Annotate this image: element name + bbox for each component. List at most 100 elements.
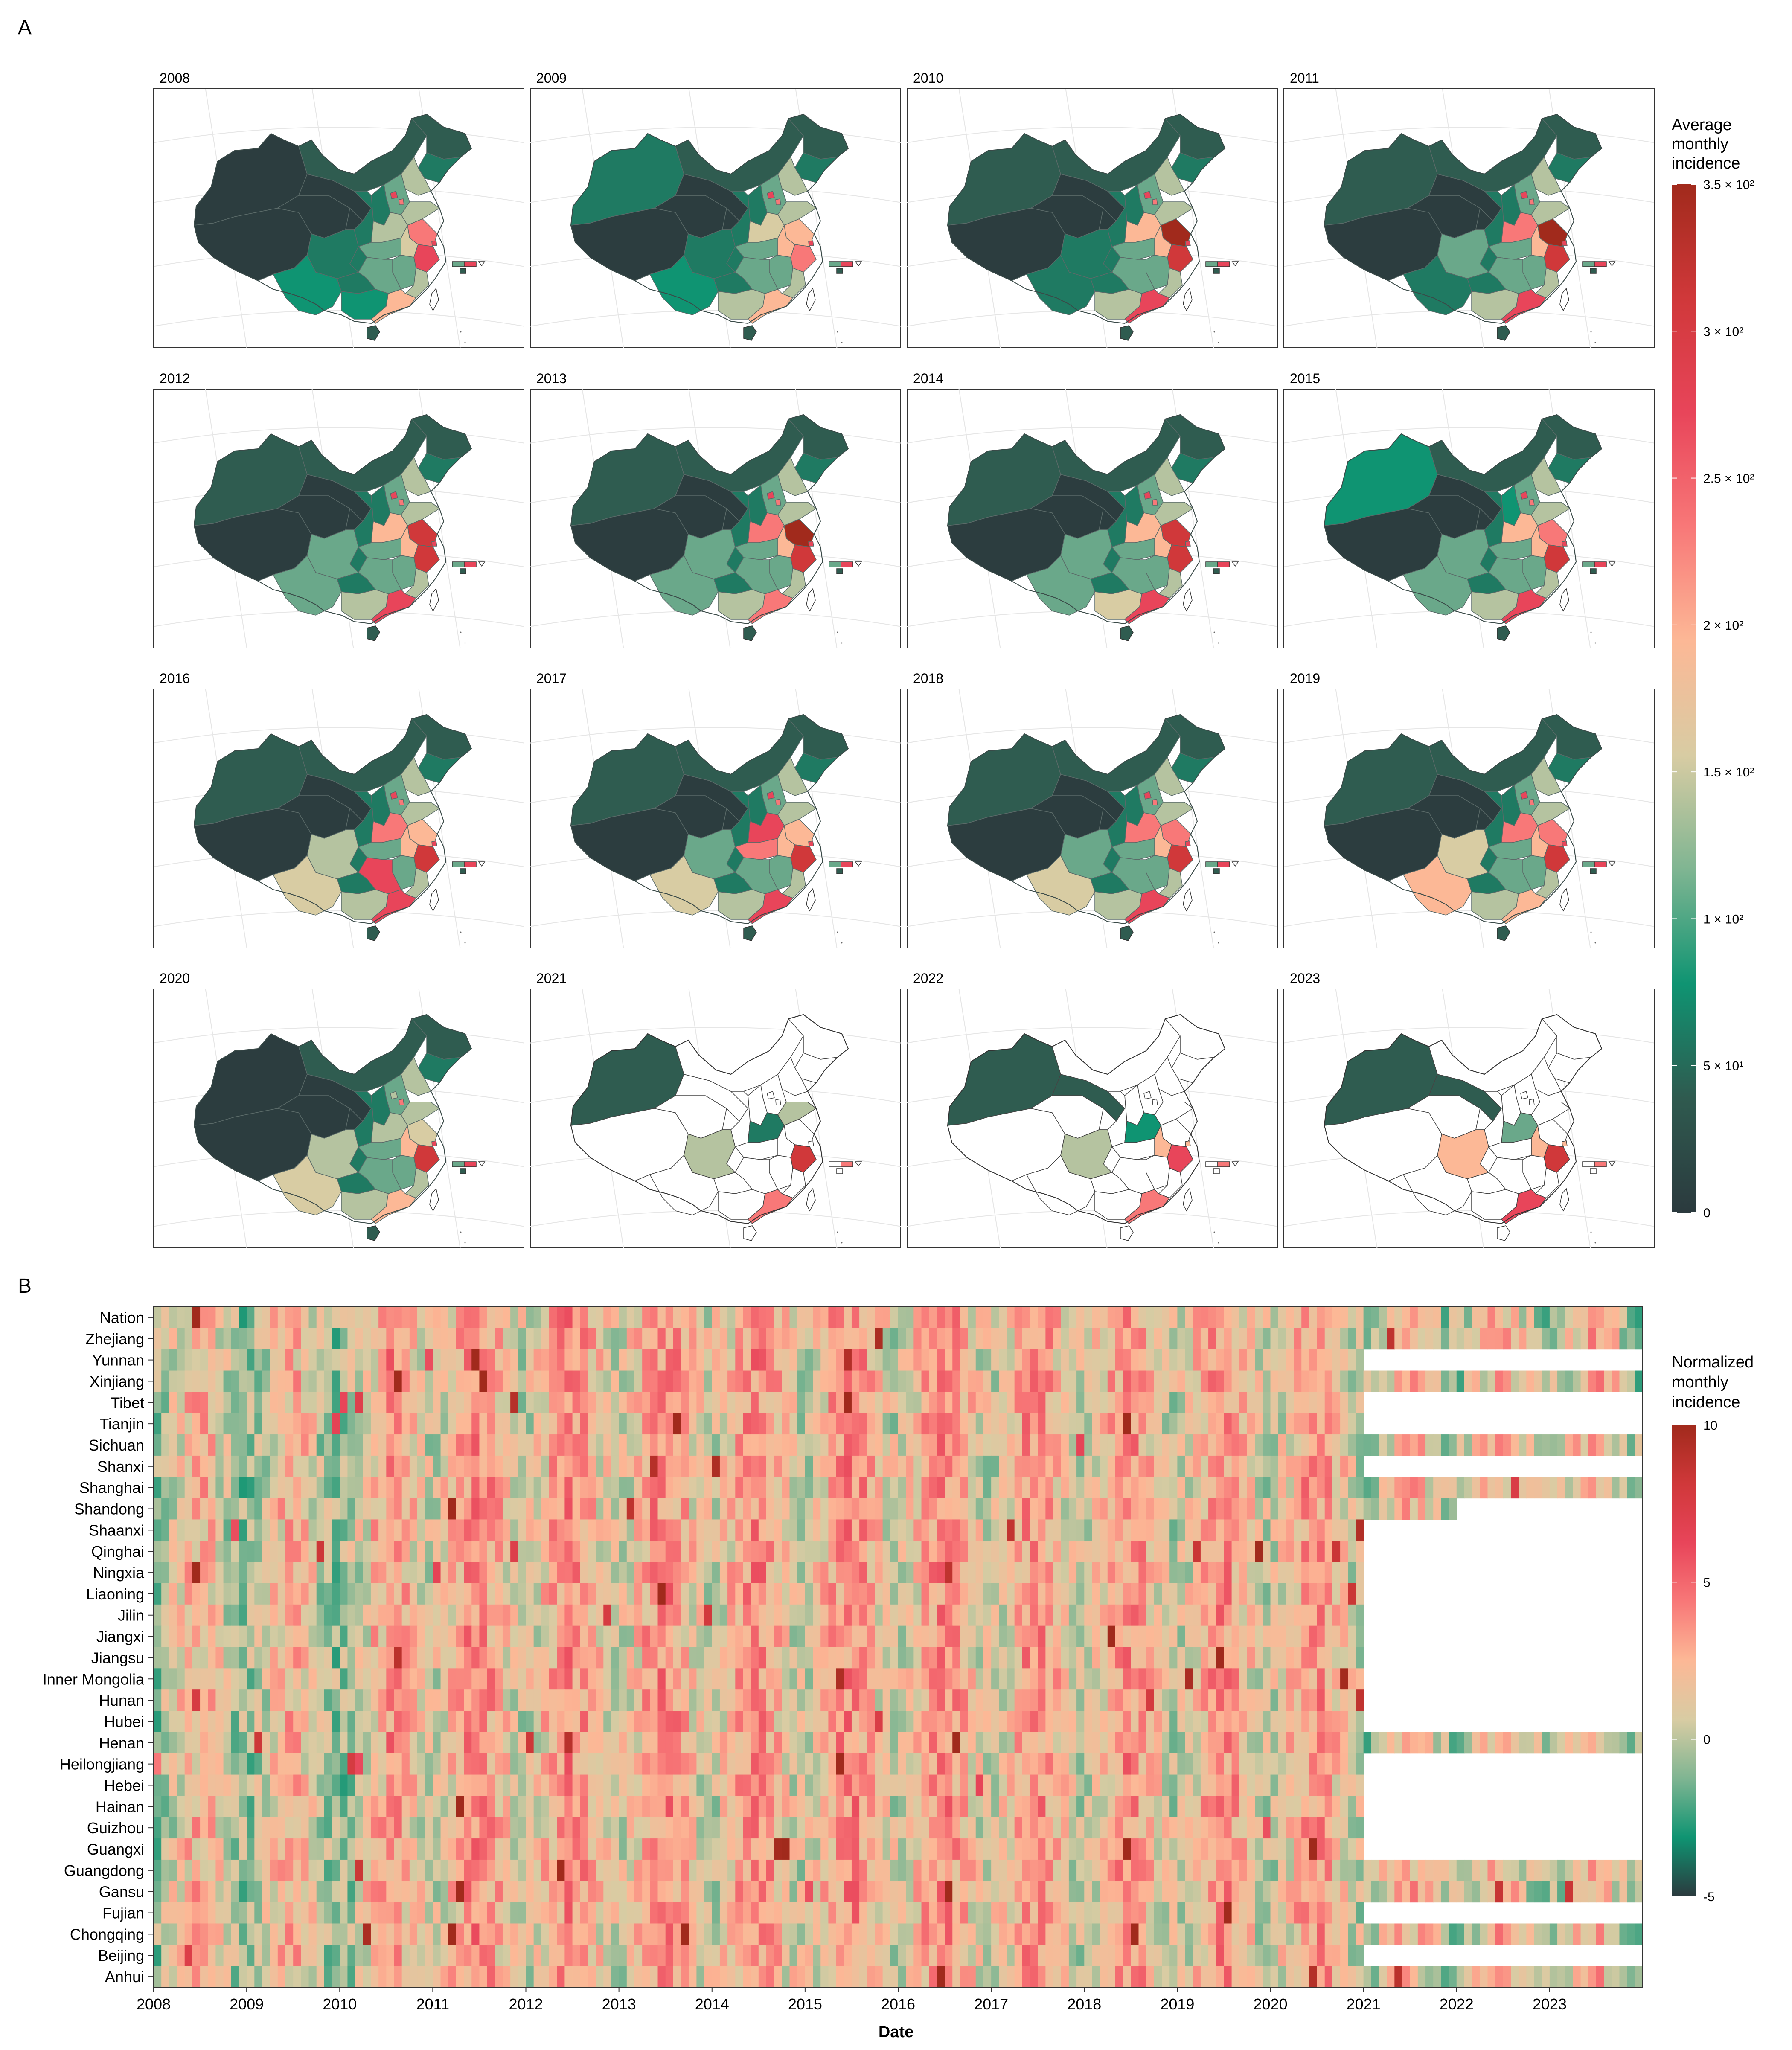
province-tianjin — [399, 499, 404, 505]
heatmap-cell — [790, 1668, 798, 1689]
heatmap-cell — [774, 1626, 782, 1647]
heatmap-cell — [1526, 1307, 1534, 1328]
heatmap-cell — [1092, 1605, 1100, 1626]
heatmap-cell — [1224, 1349, 1232, 1371]
heatmap-cell — [1309, 1605, 1317, 1626]
heatmap-cell — [844, 1817, 852, 1838]
heatmap-cell — [433, 1647, 441, 1669]
heatmap-cell — [867, 1626, 875, 1647]
heatmap-cell — [347, 1838, 355, 1860]
heatmap-cell — [1201, 1562, 1209, 1583]
heatmap-cell — [906, 1413, 914, 1434]
heatmap-cell — [510, 1583, 518, 1605]
heatmap-cell — [673, 1775, 681, 1796]
heatmap-cell — [487, 1647, 495, 1669]
heatmap-cell — [1495, 1434, 1504, 1456]
heatmap-cell — [642, 1668, 650, 1689]
heatmap-cell — [417, 1519, 425, 1541]
heatmap-cell — [666, 1371, 674, 1392]
heatmap-cell — [541, 1307, 550, 1328]
heatmap-cell — [720, 1711, 728, 1732]
heatmap-cell — [1402, 1371, 1411, 1392]
heatmap-cell — [820, 1519, 829, 1541]
heatmap-cell — [712, 1498, 720, 1520]
heatmap-cell — [479, 1477, 487, 1498]
heatmap-cell — [278, 1838, 286, 1860]
heatmap-cell — [231, 1775, 239, 1796]
island-dot — [829, 949, 830, 950]
heatmap-cell — [859, 1583, 867, 1605]
heatmap-cell — [991, 1392, 999, 1413]
heatmap-cell — [859, 1562, 867, 1583]
heatmap-cell — [332, 1838, 340, 1860]
heatmap-cell — [363, 1668, 371, 1689]
heatmap-cell — [487, 1775, 495, 1796]
heatmap-cell — [378, 1605, 387, 1626]
heatmap-cell — [1263, 1753, 1271, 1775]
heatmap-cell — [751, 1519, 759, 1541]
heatmap-cell — [751, 1689, 759, 1711]
heatmap-cell — [495, 1796, 503, 1817]
heatmap-cell — [224, 1498, 232, 1520]
heatmap-cell — [1115, 1498, 1123, 1520]
heatmap-cell — [735, 1328, 743, 1349]
heatmap-cell — [1092, 1371, 1100, 1392]
heatmap-cell — [983, 1775, 992, 1796]
heatmap-cell — [875, 1392, 883, 1413]
heatmap-cell — [1294, 1477, 1302, 1498]
heatmap-cell — [689, 1562, 697, 1583]
heatmap-cell — [999, 1775, 1007, 1796]
heatmap-cell — [960, 1307, 968, 1328]
heatmap-cell — [402, 1583, 410, 1605]
heatmap-cell — [859, 1838, 867, 1860]
heatmap-cell — [154, 1668, 162, 1689]
heatmap-cell — [1348, 1796, 1356, 1817]
heatmap-cell — [309, 1413, 317, 1434]
heatmap-cell — [883, 1647, 891, 1669]
heatmap-cell — [673, 1519, 681, 1541]
heatmap-cell — [813, 1689, 821, 1711]
heatmap-cell — [1084, 1456, 1092, 1477]
heatmap-cell — [573, 1498, 581, 1520]
heatmap-cell — [1022, 1626, 1030, 1647]
heatmap-cell — [1332, 1349, 1341, 1371]
heatmap-cell — [417, 1796, 425, 1817]
heatmap-cell — [766, 1349, 774, 1371]
heatmap-cell — [1053, 1392, 1062, 1413]
heatmap-cell — [503, 1817, 511, 1838]
heatmap-cell — [503, 1626, 511, 1647]
heatmap-cell — [355, 1519, 364, 1541]
heatmap-cell — [1332, 1562, 1341, 1583]
heatmap-cell — [215, 1477, 224, 1498]
heatmap-cell — [696, 1626, 704, 1647]
heatmap-cell — [650, 1732, 658, 1753]
heatmap-cell — [666, 1562, 674, 1583]
heatmap-cell — [689, 1477, 697, 1498]
heatmap-cell — [161, 1775, 169, 1796]
heatmap-cell — [759, 1349, 767, 1371]
heatmap-cell — [534, 1647, 542, 1669]
heatmap-cell — [1573, 1477, 1581, 1498]
heatmap-cell — [254, 1328, 262, 1349]
heatmap-cell — [518, 1605, 526, 1626]
heatmap-cell — [386, 1328, 394, 1349]
heatmap-cell — [603, 1647, 611, 1669]
heatmap-cell — [324, 1732, 332, 1753]
heatmap-cell — [1263, 1775, 1271, 1796]
heatmap-cell — [805, 1456, 813, 1477]
heatmap-cell — [215, 1307, 224, 1328]
heatmap-cell — [952, 1626, 960, 1647]
heatmap-cell — [1154, 1477, 1162, 1498]
heatmap-cell — [1542, 1732, 1550, 1753]
heatmap-cell — [378, 1519, 387, 1541]
heatmap-cell — [1232, 1392, 1240, 1413]
heatmap-cell — [1076, 1434, 1085, 1456]
heatmap-cell — [1635, 1371, 1643, 1392]
heatmap-cell — [1232, 1689, 1240, 1711]
heatmap-cell — [611, 1626, 619, 1647]
heatmap-cell — [1271, 1434, 1279, 1456]
heatmap-cell — [937, 1434, 945, 1456]
heatmap-cell — [805, 1626, 813, 1647]
island-dot — [1205, 949, 1207, 950]
heatmap-cell — [1309, 1711, 1317, 1732]
